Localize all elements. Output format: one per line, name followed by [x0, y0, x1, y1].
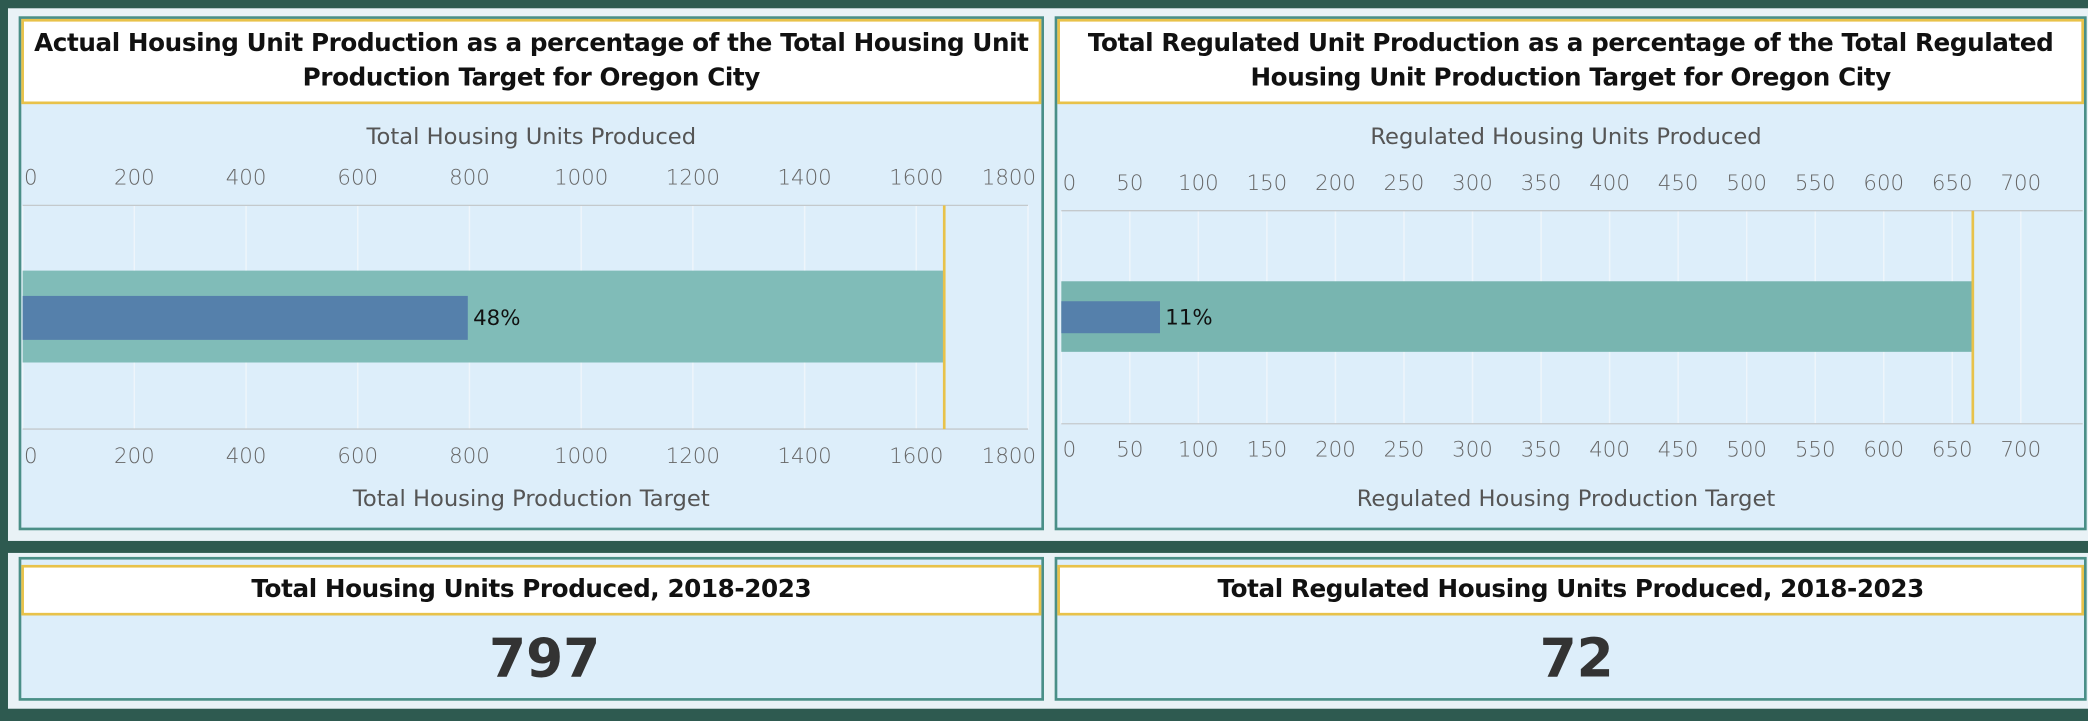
title: Actual Housing Unit Production as a perc…	[34, 29, 1029, 93]
tick-label: 250	[1384, 437, 1425, 462]
tick-label: 600	[1863, 437, 1904, 462]
tick-label: 50	[1116, 437, 1143, 462]
tick-label: 400	[1589, 437, 1630, 462]
tick-label: 1200	[666, 166, 720, 191]
title: Total Regulated Unit Production as a per…	[1087, 29, 2054, 93]
tick-label: 250	[1384, 171, 1425, 196]
title: Total Housing Units Produced, 2018-2023	[251, 575, 812, 604]
tick-label: 1200	[666, 444, 720, 469]
axis-title: Regulated Housing Units Produced	[1370, 124, 1761, 150]
title-box	[1057, 564, 2085, 616]
title-box	[21, 18, 1042, 105]
tick-label: 700	[2000, 437, 2041, 462]
tick-label: 350	[1521, 437, 1562, 462]
tick-label: 100	[1178, 437, 1219, 462]
tick-label: 150	[1247, 171, 1288, 196]
value-label: 11%	[1165, 306, 1212, 331]
tick-label: 600	[337, 444, 378, 469]
tick-label: 600	[1863, 171, 1904, 196]
tick-label: 200	[1315, 171, 1356, 196]
tick-label: 0	[1063, 171, 1077, 196]
tick-label: 200	[1315, 437, 1356, 462]
tick-label: 400	[226, 444, 267, 469]
tick-label: 100	[1178, 171, 1219, 196]
title-holder: Actual Housing Unit Production as a perc…	[34, 29, 1029, 93]
tick-label: 1600	[889, 166, 943, 191]
tick-label: 0	[24, 166, 38, 191]
tick-label: 550	[1795, 171, 1836, 196]
tick-label: 450	[1658, 171, 1699, 196]
bar	[1061, 301, 1161, 334]
tick-label: 1000	[554, 166, 608, 191]
axis-title: Regulated Housing Production Target	[1357, 486, 1776, 512]
title: Total Regulated Housing Units Produced, …	[1217, 575, 1924, 604]
title-box	[1057, 18, 2085, 105]
tick-label: 700	[2000, 171, 2041, 196]
tick-label: 450	[1658, 437, 1699, 462]
tick-label: 600	[337, 166, 378, 191]
tick-label: 1400	[778, 166, 832, 191]
kpi-value: 797	[489, 628, 600, 690]
tick-label: 500	[1726, 437, 1767, 462]
tick-label: 0	[24, 444, 38, 469]
tick-label: 550	[1795, 437, 1836, 462]
tick-label: 1800	[982, 166, 1036, 191]
tick-label: 400	[226, 166, 267, 191]
bar	[22, 295, 468, 340]
tick-label: 800	[449, 166, 490, 191]
tick-label: 650	[1932, 437, 1973, 462]
axis-title: Total Housing Units Produced	[366, 124, 697, 150]
title-holder: Total Regulated Housing Units Produced, …	[1217, 575, 1924, 604]
tick-label: 150	[1247, 437, 1288, 462]
tick-label: 300	[1452, 437, 1493, 462]
tick-label: 500	[1726, 171, 1767, 196]
tick-label: 1400	[778, 444, 832, 469]
axis-title: Total Housing Production Target	[352, 486, 710, 512]
tick-label: 200	[114, 444, 155, 469]
tick-label: 300	[1452, 171, 1493, 196]
value-label: 48%	[473, 306, 520, 331]
title-holder: Total Regulated Unit Production as a per…	[1087, 29, 2054, 93]
tick-label: 0	[1063, 437, 1077, 462]
tick-label: 50	[1116, 171, 1143, 196]
title-holder: Total Housing Units Produced, 2018-2023	[251, 575, 812, 604]
tick-label: 400	[1589, 171, 1630, 196]
kpi-value: 72	[1540, 628, 1614, 690]
tick-label: 800	[449, 444, 490, 469]
title-box	[21, 564, 1042, 616]
tick-label: 200	[114, 166, 155, 191]
tick-label: 1600	[889, 444, 943, 469]
tick-label: 650	[1932, 171, 1973, 196]
tick-label: 1800	[982, 444, 1036, 469]
tick-label: 1000	[554, 444, 608, 469]
tick-label: 350	[1521, 171, 1562, 196]
target-band	[1061, 281, 1973, 352]
